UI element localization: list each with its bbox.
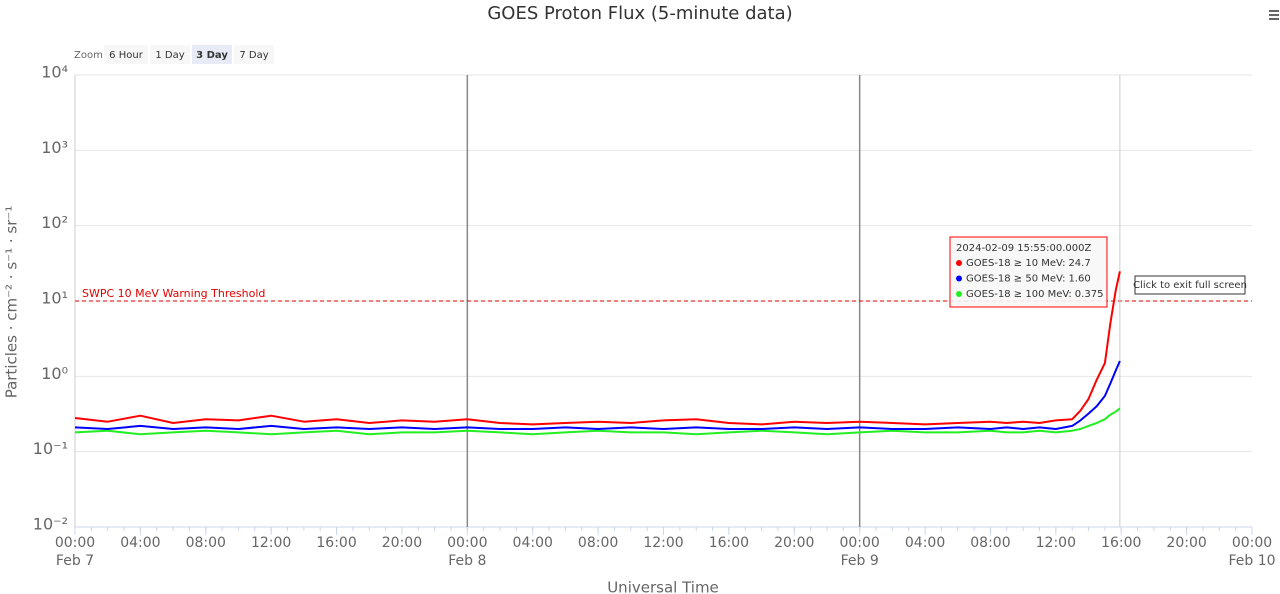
x-tick-label: 08:00: [186, 535, 226, 551]
x-tick-label: 20:00: [774, 535, 814, 551]
x-tick-label: 20:00: [1166, 535, 1206, 551]
tooltip-dot: [956, 260, 962, 266]
x-tick-label: 12:00: [643, 535, 683, 551]
x-tick-label: 20:00: [382, 535, 422, 551]
tooltip-entry: GOES-18 ≥ 100 MeV: 0.375: [966, 289, 1103, 300]
x-tick-label: 16:00: [316, 535, 356, 551]
tooltip-entry: GOES-18 ≥ 10 MeV: 24.7: [966, 258, 1091, 269]
zoom-button[interactable]: [234, 45, 274, 64]
menu-icon[interactable]: [1268, 8, 1280, 22]
zoom-button-label[interactable]: 6 Hour: [109, 50, 144, 61]
tooltip-box: [949, 236, 1108, 308]
x-tick-label: 16:00: [1101, 535, 1141, 551]
zoom-button[interactable]: [104, 45, 148, 64]
x-tick-label: 12:00: [1036, 535, 1076, 551]
threshold-label: SWPC 10 MeV Warning Threshold: [82, 287, 265, 300]
x-tick-label: 12:00: [251, 535, 291, 551]
tooltip-dot: [956, 275, 962, 282]
tooltip-series-name: GOES-18 ≥ 50 MeV:: [966, 274, 1065, 285]
tooltip: 2024-02-09 15:55:00.000Z GOES-18 ≥ 10 MeV…: [949, 236, 1108, 308]
x-date-label: Feb 7: [56, 553, 94, 569]
tooltip-title: 2024-02-09 15:55:00.000Z: [956, 243, 1091, 254]
y-tick-label: 10⁻²: [33, 515, 68, 534]
x-tick-label: 00:00: [1232, 535, 1272, 551]
tooltip-series-name: GOES-18 ≥ 100 MeV:: [966, 289, 1072, 300]
x-tick-label: 04:00: [120, 535, 160, 551]
y-tick-label: 10⁰: [41, 364, 68, 383]
y-tick-label: 10²: [41, 213, 68, 232]
tooltip-value: 1.60: [1068, 274, 1090, 285]
x-tick-label: 16:00: [709, 535, 749, 551]
y-tick-label: 10³: [41, 138, 68, 157]
zoom-button-label[interactable]: 7 Day: [239, 50, 268, 61]
zoom-button[interactable]: [192, 45, 232, 64]
y-axis-label: Particles · cm⁻² · s⁻¹ · sr⁻¹: [3, 206, 21, 399]
tooltip-value: 0.375: [1075, 289, 1104, 300]
x-date-label: Feb 9: [841, 553, 879, 569]
x-tick-label: 04:00: [905, 535, 945, 551]
tooltip-series-name: GOES-18 ≥ 10 MeV:: [966, 258, 1065, 269]
x-tick-label: 08:00: [970, 535, 1010, 551]
series-line: [74, 271, 1121, 426]
tooltip-dot: [956, 291, 962, 297]
zoom-label: Zoom: [74, 50, 103, 61]
tooltip-entry: GOES-18 ≥ 50 MeV: 1.60: [966, 274, 1091, 285]
x-tick-label: 00:00: [839, 535, 879, 551]
y-tick-label: 10⁻¹: [33, 439, 68, 458]
x-tick-label: 04:00: [513, 535, 553, 551]
exit-button[interactable]: Click to exit full screen: [1133, 275, 1247, 295]
x-tick-label: 00:00: [447, 535, 487, 551]
x-date-label: Feb 8: [448, 553, 486, 569]
exit-button-label[interactable]: Click to exit full screen: [1133, 280, 1247, 291]
x-tick-label: 08:00: [578, 535, 618, 551]
zoom-button[interactable]: [150, 45, 190, 64]
series-line: [74, 360, 1121, 430]
chart-title: GOES Proton Flux (5-minute data): [487, 3, 792, 24]
zoom-button-label[interactable]: 1 Day: [155, 50, 184, 61]
y-tick-label: 10⁴: [41, 63, 68, 82]
x-tick-label: 00:00: [55, 535, 95, 551]
series-line: [74, 407, 1121, 436]
zoom-button-label[interactable]: 3 Day: [196, 50, 228, 61]
x-axis-label: Universal Time: [607, 579, 719, 594]
tooltip-value: 24.7: [1068, 258, 1090, 269]
x-date-label: Feb 10: [1228, 553, 1275, 569]
y-tick-label: 10¹: [41, 289, 68, 308]
exit-button-box[interactable]: [1134, 275, 1246, 295]
